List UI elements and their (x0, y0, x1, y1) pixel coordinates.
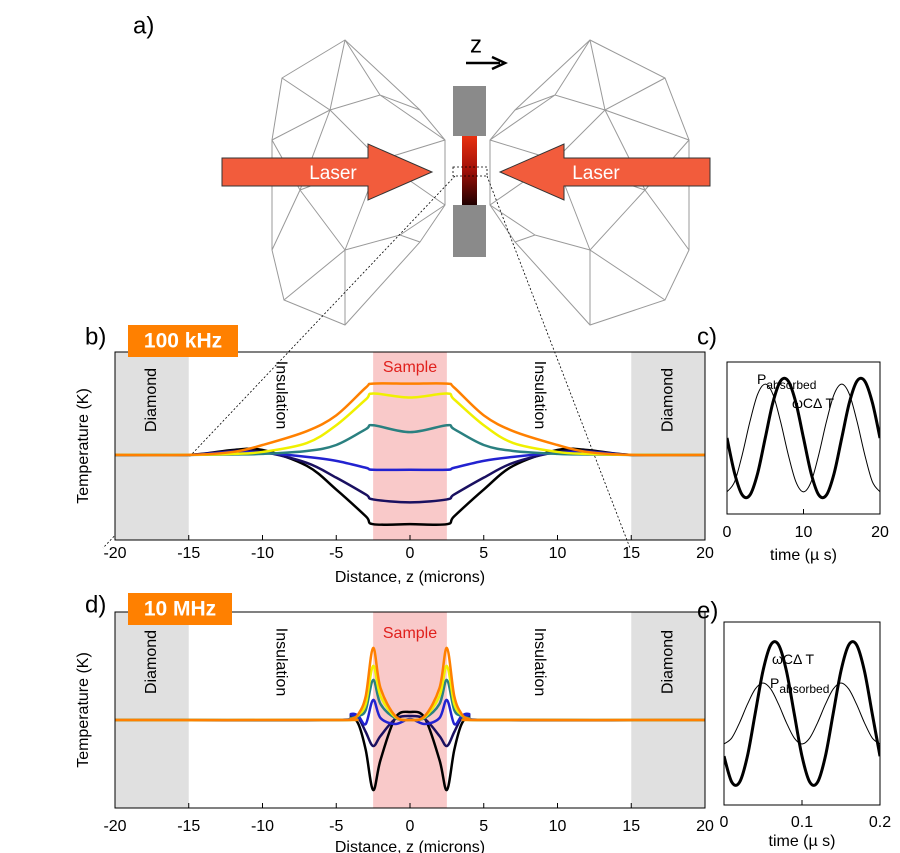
y-axis-label: Temperature (K) (75, 388, 92, 504)
cell-diagram: a) z Laser Laser (102, 12, 711, 549)
x-tick-label: 0.2 (869, 814, 891, 831)
region-label: Diamond (143, 368, 160, 432)
series-name-subscript: absorbed (779, 682, 829, 696)
series-name: P (757, 371, 766, 387)
laser-arrow-left (221, 143, 434, 201)
region-label: Diamond (659, 630, 676, 694)
series-line (115, 392, 705, 457)
region (373, 352, 447, 540)
x-tick-label: 0 (406, 818, 415, 835)
x-axis-label: Distance, z (microns) (335, 569, 485, 586)
series-name: ωCΔ T (792, 395, 835, 411)
region-label: Insulation (531, 361, 548, 430)
series-label: ωCΔ T (772, 651, 815, 667)
x-tick-label: 20 (871, 524, 889, 541)
x-tick-label: -10 (251, 545, 274, 562)
region (115, 352, 189, 540)
x-axis-label: time (µ s) (769, 833, 836, 850)
series-line (727, 383, 880, 493)
x-tick-label: -15 (177, 545, 200, 562)
x-tick-label: -15 (177, 818, 200, 835)
panel-label: a) (133, 12, 154, 39)
x-tick-label: 0 (406, 545, 415, 562)
series-line (115, 646, 705, 722)
region-label: Insulation (273, 361, 290, 430)
x-tick-label: 5 (479, 818, 488, 835)
badge (128, 593, 232, 625)
chart-panel: ωCΔ T Pabsorbed 0 0.1 0.2 time (µ s) e) (697, 597, 891, 850)
series-line (724, 682, 880, 745)
series-line (115, 449, 705, 504)
series-name: P (770, 675, 779, 691)
chart-panel: Diamond Insulation Sample Insulation Diamond… (75, 323, 714, 586)
x-tick-label: 20 (696, 818, 714, 835)
region-label: Insulation (273, 628, 290, 697)
x-axis-label: time (µ s) (770, 547, 837, 564)
series-label: Pabsorbed (770, 675, 829, 696)
badge (128, 325, 238, 357)
series-line (724, 640, 880, 787)
panel-label: e) (697, 597, 718, 624)
x-axis-label: Distance, z (microns) (335, 839, 485, 853)
x-tick-label: 15 (622, 818, 640, 835)
x-tick-label: 15 (622, 545, 640, 562)
zoom-lines (102, 175, 631, 549)
laser-label: Laser (309, 163, 357, 184)
x-tick-label: 0 (720, 814, 729, 831)
sample (462, 136, 477, 205)
panel-label: b) (85, 323, 106, 350)
series-label: ωCΔ T (792, 395, 835, 411)
x-tick-label: 20 (696, 545, 714, 562)
series-name: ωCΔ T (772, 651, 815, 667)
plot-frame (723, 621, 881, 806)
badge-label: 100 kHz (144, 330, 222, 353)
axis-label: z (470, 31, 482, 58)
chart-panel: Diamond Insulation Sample Insulation Diamond… (75, 591, 714, 853)
panel-label: d) (85, 591, 106, 618)
x-tick-label: -20 (103, 818, 126, 835)
x-tick-label: 10 (795, 524, 813, 541)
x-tick-label: 5 (479, 545, 488, 562)
region-label: Insulation (531, 628, 548, 697)
z-arrow (466, 55, 508, 71)
y-axis-label: Temperature (K) (75, 652, 92, 768)
x-tick-label: 10 (549, 545, 567, 562)
region (115, 612, 189, 808)
laser-label: Laser (572, 163, 620, 184)
badge-label: 10 MHz (144, 598, 216, 621)
zoom-box (452, 166, 488, 177)
gasket-top (453, 86, 486, 136)
region-label: Diamond (143, 630, 160, 694)
region-label: Diamond (659, 368, 676, 432)
x-tick-label: 10 (549, 818, 567, 835)
series-line (115, 382, 705, 457)
region-label: Sample (383, 359, 437, 376)
gasket-bottom (453, 205, 486, 257)
x-tick-label: 0 (723, 524, 732, 541)
region (631, 612, 705, 808)
x-tick-label: -20 (103, 545, 126, 562)
panel-label: c) (697, 323, 717, 350)
region (631, 352, 705, 540)
x-tick-label: -5 (329, 545, 343, 562)
region-label: Sample (383, 625, 437, 642)
series-line (727, 376, 880, 500)
laser-arrow-right (498, 143, 711, 201)
x-tick-label: 0.1 (791, 814, 813, 831)
x-tick-label: -10 (251, 818, 274, 835)
x-tick-label: -5 (329, 818, 343, 835)
